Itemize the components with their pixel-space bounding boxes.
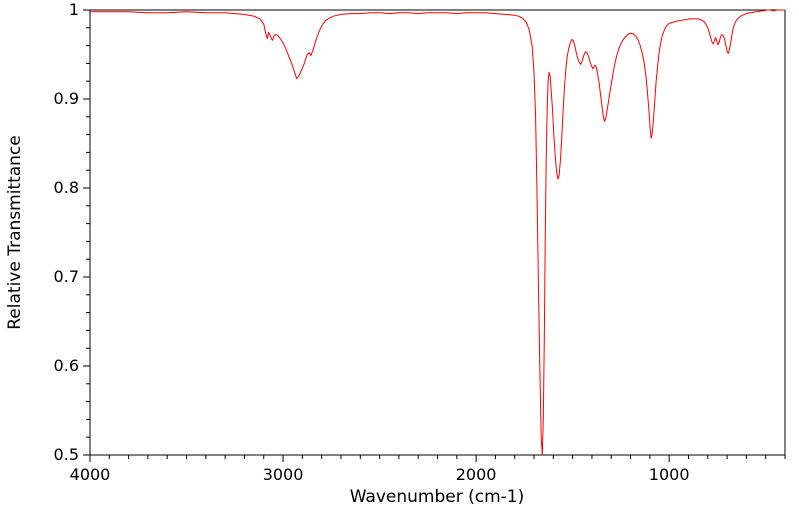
y-tick-label: 0.8 bbox=[54, 178, 79, 197]
y-tick-label: 1 bbox=[69, 0, 79, 19]
y-tick-label: 0.7 bbox=[54, 267, 79, 286]
x-tick-label: 2000 bbox=[456, 465, 497, 484]
x-tick-label: 3000 bbox=[263, 465, 304, 484]
y-tick-label: 0.6 bbox=[54, 356, 79, 375]
y-axis-label: Relative Transmittance bbox=[5, 135, 25, 330]
axis-ticks: 4000 3000 2000 1000 0.5 0.6 0.7 0.8 0.9 1 bbox=[54, 0, 786, 484]
y-tick-label: 0.5 bbox=[54, 445, 79, 464]
spectrum-curve bbox=[90, 9, 785, 456]
x-tick-label: 4000 bbox=[70, 465, 111, 484]
x-tick-label: 1000 bbox=[649, 465, 690, 484]
x-axis-label: Wavenumber (cm-1) bbox=[350, 487, 525, 507]
y-tick-label: 0.9 bbox=[54, 89, 79, 108]
plot-frame bbox=[89, 9, 786, 456]
